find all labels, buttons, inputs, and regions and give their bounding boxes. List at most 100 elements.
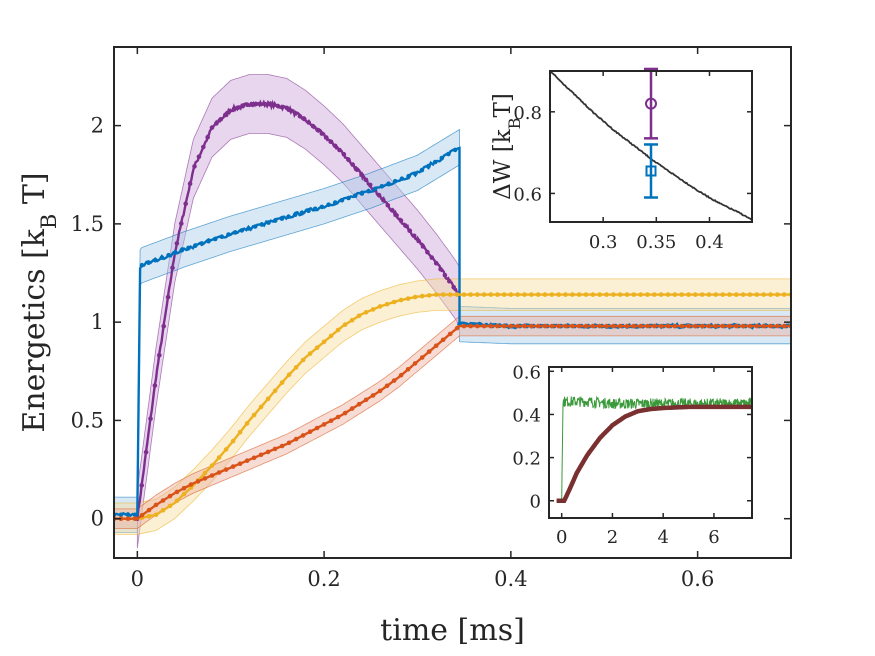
data-point bbox=[403, 223, 408, 228]
data-point bbox=[665, 323, 671, 329]
data-point bbox=[495, 323, 500, 329]
data-point bbox=[314, 345, 320, 351]
data-point bbox=[188, 482, 194, 487]
data-point bbox=[206, 238, 211, 244]
data-point bbox=[529, 323, 534, 329]
data-point bbox=[638, 292, 643, 297]
data-point bbox=[359, 172, 364, 178]
data-point bbox=[549, 292, 555, 297]
data-point bbox=[385, 203, 391, 208]
data-point bbox=[310, 123, 316, 129]
data-point bbox=[328, 139, 334, 144]
lower-inset-chart: 0 2 4 6 0 0.2 0.4 0.6 bbox=[512, 362, 753, 548]
data-point bbox=[146, 513, 152, 519]
data-point bbox=[249, 101, 254, 107]
series-band bbox=[114, 128, 791, 533]
data-point bbox=[231, 106, 237, 112]
data-point bbox=[253, 101, 259, 107]
data-point bbox=[381, 197, 386, 203]
data-point bbox=[223, 467, 229, 472]
data-point bbox=[363, 397, 369, 403]
data-point bbox=[452, 147, 458, 153]
data-point bbox=[542, 292, 548, 297]
data-point bbox=[297, 114, 303, 119]
data-point bbox=[300, 357, 306, 363]
data-point bbox=[272, 388, 278, 394]
data-point bbox=[132, 516, 138, 521]
data-point bbox=[775, 292, 780, 297]
data-point bbox=[576, 323, 582, 329]
data-point bbox=[442, 272, 448, 278]
y-tick-label: 0.2 bbox=[512, 449, 541, 470]
y-axis-label: Energetics [kB T] bbox=[17, 172, 61, 432]
data-point bbox=[706, 292, 712, 297]
plot-body bbox=[114, 74, 791, 549]
data-point bbox=[324, 135, 329, 140]
x-tick-label: 0.6 bbox=[681, 567, 714, 591]
data-point bbox=[583, 323, 589, 329]
data-point bbox=[740, 292, 746, 297]
data-point bbox=[768, 323, 773, 329]
data-point bbox=[426, 293, 432, 298]
data-point bbox=[419, 293, 425, 299]
x-axis-label: time [ms] bbox=[380, 613, 525, 648]
y-tick-label: 0 bbox=[91, 507, 104, 531]
data-point bbox=[174, 489, 180, 495]
data-point bbox=[542, 323, 548, 329]
data-point bbox=[335, 327, 341, 333]
x-tick-label: 0 bbox=[131, 567, 144, 591]
data-point bbox=[495, 292, 500, 297]
data-point bbox=[319, 204, 325, 210]
data-point bbox=[384, 301, 390, 307]
data-point bbox=[179, 248, 185, 253]
data-point bbox=[658, 323, 664, 329]
data-point bbox=[272, 218, 278, 223]
data-point bbox=[432, 159, 438, 165]
data-point bbox=[227, 108, 232, 114]
data-point bbox=[125, 516, 131, 521]
data-point bbox=[638, 323, 643, 329]
data-point bbox=[179, 221, 184, 226]
data-point bbox=[292, 212, 298, 217]
data-point bbox=[258, 404, 264, 410]
data-point bbox=[293, 365, 299, 370]
data-point bbox=[372, 186, 378, 192]
data-point bbox=[139, 483, 144, 488]
data-point bbox=[370, 307, 376, 312]
data-point bbox=[186, 245, 191, 251]
data-point bbox=[192, 243, 198, 248]
data-point bbox=[429, 255, 435, 260]
data-point bbox=[279, 380, 285, 385]
work-inset-chart: 0.3 0.35 0.4 0.6 0.8ΔW [kBT] bbox=[490, 67, 753, 253]
data-point bbox=[226, 232, 231, 237]
data-point bbox=[713, 292, 719, 297]
data-point bbox=[407, 228, 413, 233]
data-point bbox=[747, 323, 753, 329]
data-point bbox=[251, 455, 257, 461]
data-point bbox=[515, 323, 520, 329]
data-point bbox=[307, 429, 313, 435]
data-point bbox=[590, 323, 596, 329]
data-point bbox=[181, 485, 187, 491]
data-point bbox=[727, 323, 732, 329]
data-point bbox=[583, 292, 589, 297]
data-point bbox=[244, 421, 250, 426]
data-point bbox=[672, 323, 678, 329]
data-point bbox=[501, 323, 507, 329]
data-point bbox=[468, 292, 474, 297]
data-point bbox=[166, 252, 171, 258]
data-point bbox=[481, 323, 487, 329]
data-point bbox=[440, 337, 446, 343]
data-point bbox=[693, 323, 698, 329]
data-point bbox=[148, 416, 153, 422]
data-point bbox=[515, 292, 520, 297]
data-point bbox=[522, 292, 527, 297]
data-point bbox=[447, 278, 452, 284]
data-point bbox=[279, 216, 285, 221]
data-point bbox=[416, 238, 421, 244]
data-point bbox=[590, 292, 596, 297]
data-point bbox=[734, 323, 739, 329]
data-point bbox=[379, 184, 385, 189]
data-point bbox=[328, 418, 334, 424]
